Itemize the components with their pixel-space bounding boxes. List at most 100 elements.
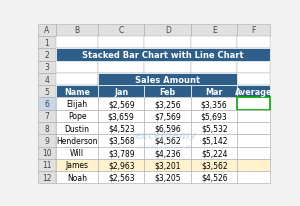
Text: $2,963: $2,963 (108, 161, 134, 170)
Bar (38, 171, 56, 184)
Bar (191, 86, 238, 98)
Bar (191, 159, 238, 171)
Bar (238, 37, 270, 49)
Text: Noah: Noah (67, 173, 87, 182)
Bar (145, 37, 191, 49)
Bar (145, 86, 191, 98)
Bar (56, 110, 98, 122)
Text: $7,569: $7,569 (154, 112, 181, 121)
Bar (191, 135, 238, 147)
Text: 8: 8 (44, 124, 49, 133)
Bar (238, 110, 270, 122)
Bar (56, 49, 98, 61)
Text: $5,142: $5,142 (201, 136, 227, 145)
Text: $3,568: $3,568 (108, 136, 134, 145)
Bar (56, 74, 98, 86)
Bar (98, 25, 145, 37)
Bar (38, 37, 56, 49)
Bar (145, 135, 191, 147)
Text: C: C (118, 26, 124, 35)
Bar (191, 49, 238, 61)
Text: $4,562: $4,562 (154, 136, 181, 145)
Bar (38, 159, 56, 171)
Bar (98, 37, 145, 49)
Text: $2,563: $2,563 (108, 173, 134, 182)
Bar (145, 61, 191, 74)
Bar (145, 147, 191, 159)
Text: $3,789: $3,789 (108, 149, 134, 157)
Bar (38, 110, 56, 122)
Text: A: A (44, 26, 50, 35)
Bar (191, 98, 238, 110)
Text: Sales Amount: Sales Amount (135, 75, 200, 84)
Bar (191, 37, 238, 49)
Text: $3,562: $3,562 (201, 161, 227, 170)
Bar (238, 86, 270, 98)
Bar (238, 159, 270, 171)
Bar (145, 171, 191, 184)
Bar (145, 159, 191, 171)
Text: F: F (251, 26, 256, 35)
Bar (56, 86, 98, 98)
Bar (238, 98, 270, 110)
Text: Elijah: Elijah (67, 100, 88, 109)
Bar (145, 122, 191, 135)
Text: James: James (65, 161, 88, 170)
Bar (191, 147, 238, 159)
Bar (98, 61, 145, 74)
Bar (238, 49, 270, 61)
Bar (238, 147, 270, 159)
Bar (98, 49, 145, 61)
Text: $4,523: $4,523 (108, 124, 134, 133)
Text: $3,201: $3,201 (154, 161, 181, 170)
Bar (98, 86, 145, 98)
Text: Jan: Jan (114, 87, 128, 96)
Bar (145, 110, 191, 122)
Bar (145, 159, 191, 171)
Bar (191, 61, 238, 74)
Bar (238, 86, 270, 98)
Text: exceldemy: exceldemy (134, 131, 196, 141)
Bar (56, 86, 98, 98)
Bar (98, 122, 145, 135)
Bar (238, 98, 270, 110)
Bar (38, 122, 56, 135)
Bar (56, 37, 98, 49)
Text: Dustin: Dustin (64, 124, 89, 133)
Bar (191, 147, 238, 159)
Text: 7: 7 (44, 112, 49, 121)
Bar (56, 61, 98, 74)
Text: Pope: Pope (68, 112, 86, 121)
Bar (191, 159, 238, 171)
Text: 9: 9 (44, 136, 49, 145)
Bar (56, 171, 98, 184)
Bar (238, 147, 270, 159)
Bar (56, 171, 98, 184)
Text: 6: 6 (44, 100, 49, 109)
Bar (56, 159, 98, 171)
Text: $3,356: $3,356 (201, 100, 228, 109)
Text: $3,205: $3,205 (154, 173, 181, 182)
Bar (191, 25, 238, 37)
Bar (56, 122, 98, 135)
Bar (56, 49, 270, 61)
Bar (38, 25, 56, 37)
Text: $5,532: $5,532 (201, 124, 227, 133)
Bar (56, 147, 98, 159)
Bar (238, 110, 270, 122)
Text: B: B (74, 26, 80, 35)
Bar (98, 147, 145, 159)
Bar (191, 171, 238, 184)
Text: 10: 10 (42, 149, 52, 157)
Bar (191, 86, 238, 98)
Bar (98, 98, 145, 110)
Bar (56, 25, 98, 37)
Bar (98, 86, 145, 98)
Bar (38, 49, 56, 61)
Bar (38, 147, 56, 159)
Text: $4,236: $4,236 (154, 149, 181, 157)
Bar (98, 122, 145, 135)
Text: 11: 11 (42, 161, 52, 170)
Bar (98, 171, 145, 184)
Bar (238, 61, 270, 74)
